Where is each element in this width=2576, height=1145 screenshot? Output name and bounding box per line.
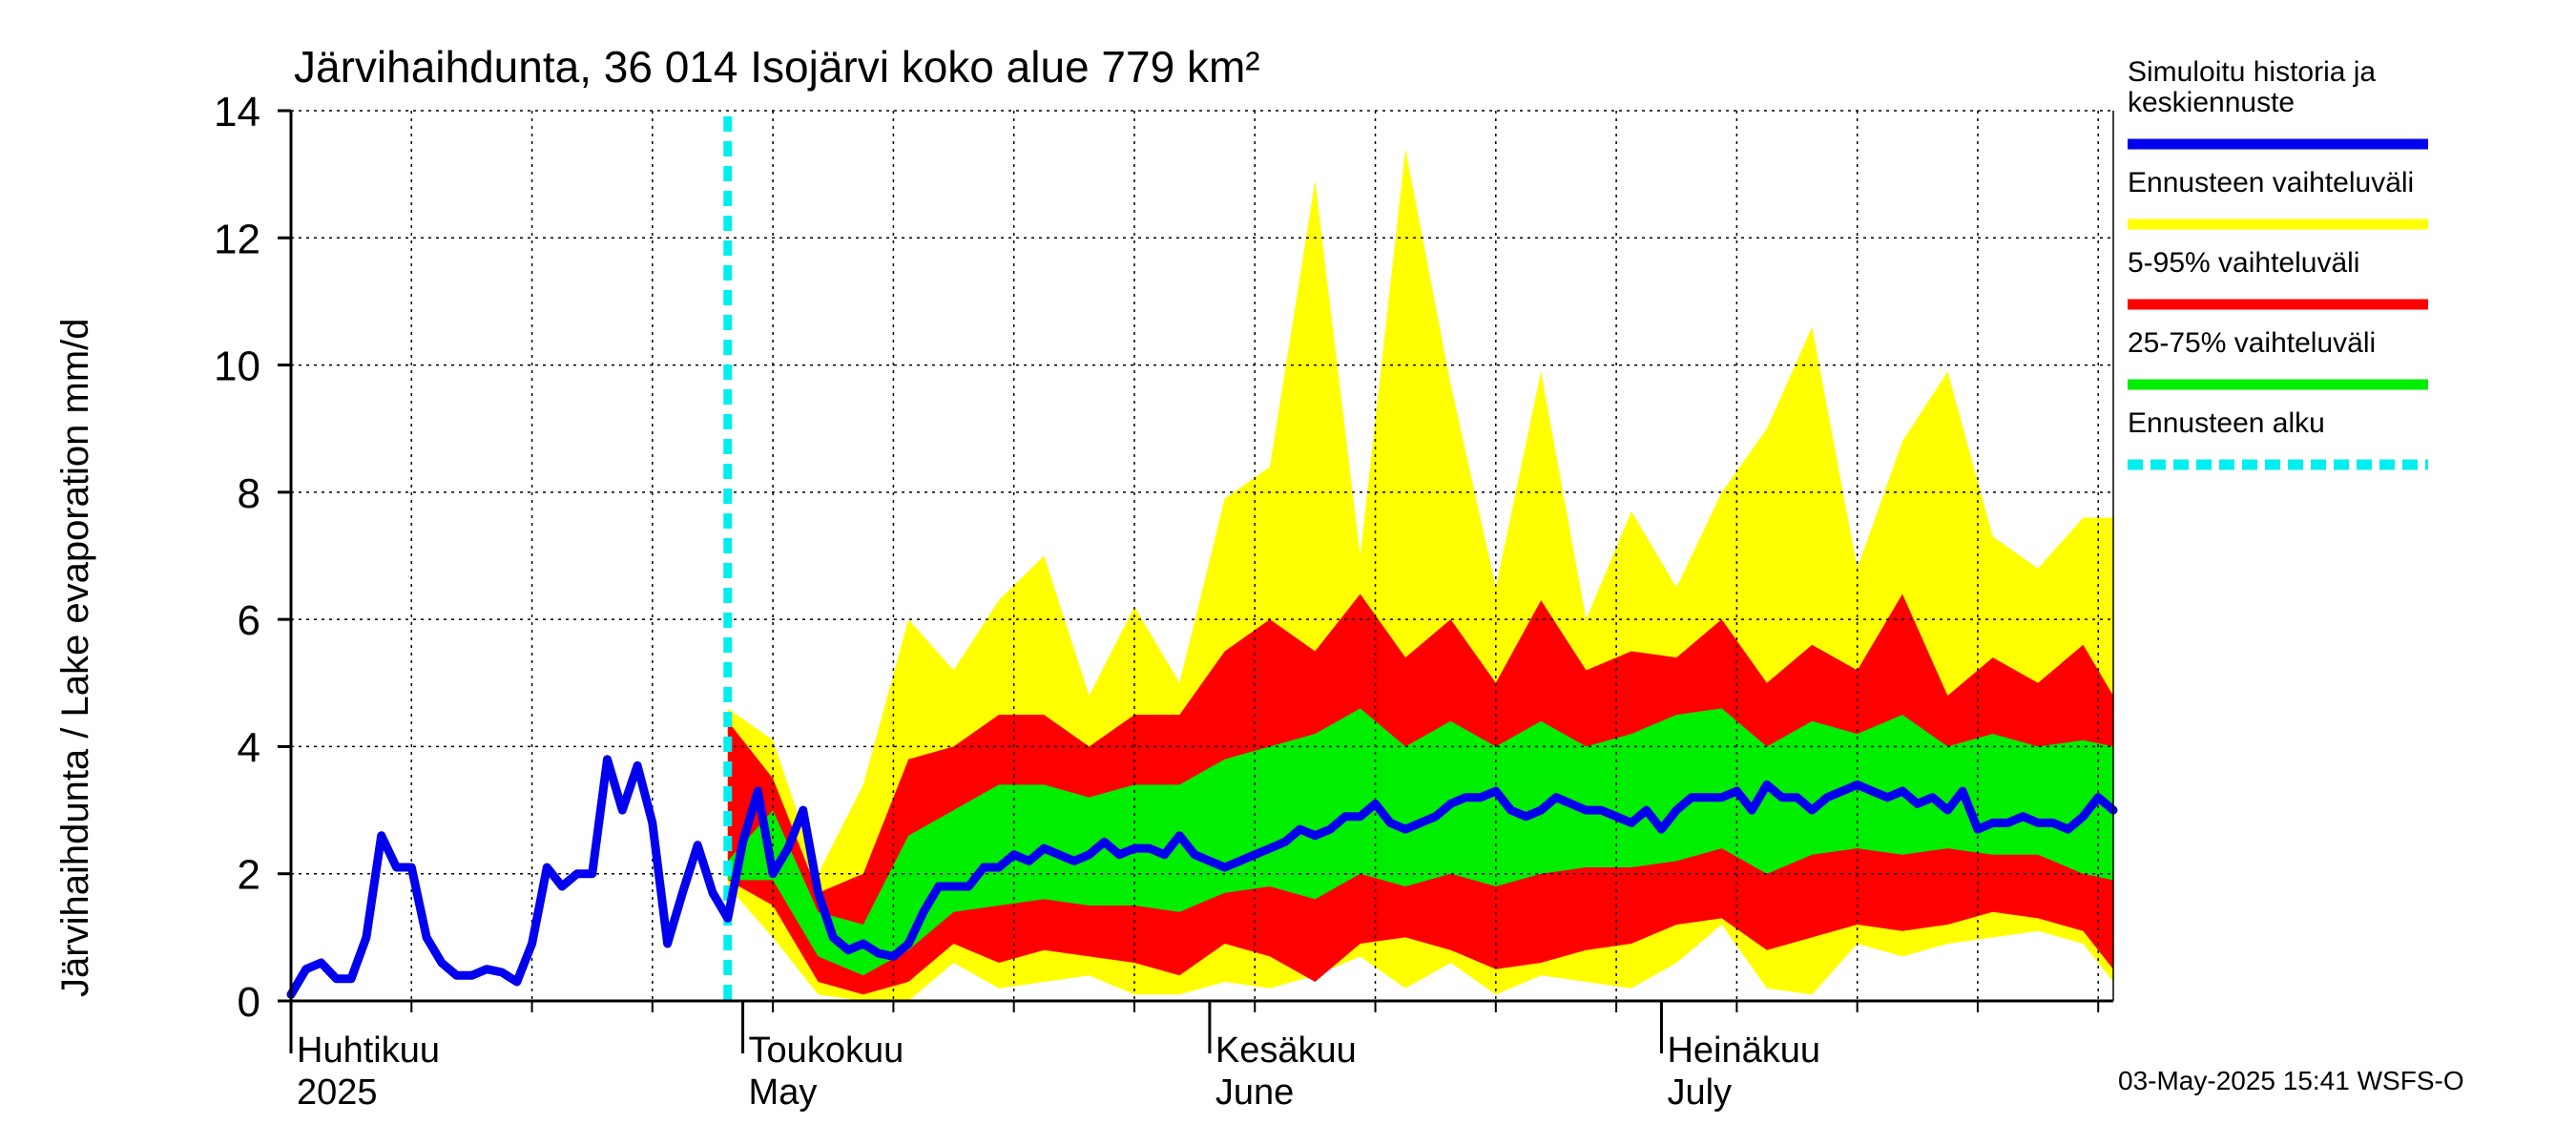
month-label-fi: Kesäkuu [1215, 1030, 1357, 1071]
legend-label: Simuloitu historia ja [2128, 56, 2376, 88]
timestamp: 03-May-2025 15:41 WSFS-O [2118, 1066, 2464, 1095]
legend-label: Ennusteen alku [2128, 407, 2325, 439]
chart-grid [291, 110, 2113, 1001]
y-tick-label: 0 [238, 979, 260, 1026]
month-label-fi: Heinäkuu [1667, 1030, 1820, 1071]
y-tick-label: 6 [238, 597, 260, 644]
month-label-fi: Toukokuu [749, 1030, 904, 1071]
chart-title: Järvihaihdunta, 36 014 Isojärvi koko alu… [294, 42, 1260, 92]
month-label-fi: Huhtikuu [297, 1030, 440, 1071]
simulated-series-line [286, 755, 2118, 999]
forecast-bands [727, 149, 2113, 1001]
month-label-en: May [749, 1072, 818, 1113]
band-25-75 [727, 708, 2113, 976]
legend-label: 25-75% vaihteluväli [2128, 327, 2376, 359]
month-label-en: July [1667, 1072, 1732, 1113]
legend-label: Ennusteen vaihteluväli [2128, 167, 2414, 198]
y-tick-label: 4 [238, 724, 260, 771]
y-tick-label: 2 [238, 852, 260, 899]
month-label-en: June [1215, 1072, 1294, 1113]
legend-label: 5-95% vaihteluväli [2128, 247, 2359, 279]
month-label-en: 2025 [297, 1072, 378, 1113]
y-axis-label: Järvihaihdunta / Lake evaporation mm/d [54, 318, 96, 997]
y-tick-label: 14 [214, 89, 260, 135]
y-tick-label: 8 [238, 470, 260, 517]
legend-label: keskiennuste [2128, 87, 2295, 118]
chart-axes [289, 111, 2114, 1003]
y-tick-label: 10 [214, 344, 260, 390]
y-tick-label: 12 [214, 216, 260, 262]
y-axis-ticks: 0 2 4 6 8 10 12 14 [214, 89, 291, 1026]
